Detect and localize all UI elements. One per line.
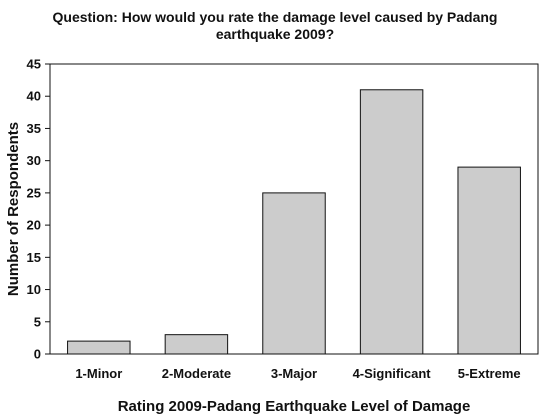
x-tick-label: 5-Extreme [458,366,521,381]
y-ticks [45,63,50,355]
chart-title: Question: How would you rate the damage … [52,9,498,42]
x-tick-label: 4-Significant [353,366,432,381]
y-tick-label: 35 [27,121,41,136]
bar-2-moderate [164,334,229,355]
y-tick-label: 45 [27,57,41,72]
x-tick-label: 3-Major [271,366,317,381]
y-tick-labels: 0 5 10 15 20 25 30 35 40 45 [27,57,41,362]
y-tick-label: 0 [34,347,41,362]
y-tick-label: 25 [27,185,41,200]
bar-4-significant [359,89,424,355]
y-tick-label: 15 [27,250,41,265]
x-tick-labels: 1-Minor 2-Moderate 3-Major 4-Significant 5-E… [75,366,520,381]
y-tick-label: 5 [34,314,41,329]
bars [67,89,521,355]
x-tick-label: 1-Minor [75,366,122,381]
x-axis-title: Rating 2009-Padang Earthquake Level of D… [118,398,471,415]
y-axis-title: Number of Respondents [5,122,22,296]
bar-3-major [262,192,326,355]
bar-1-minor [67,340,131,355]
bar-5-extreme [457,166,521,355]
y-tick-label: 30 [27,153,41,168]
y-tick-label: 20 [27,218,41,233]
y-tick-label: 10 [27,282,41,297]
x-tick-label: 2-Moderate [162,366,231,381]
y-tick-label: 40 [27,89,41,104]
